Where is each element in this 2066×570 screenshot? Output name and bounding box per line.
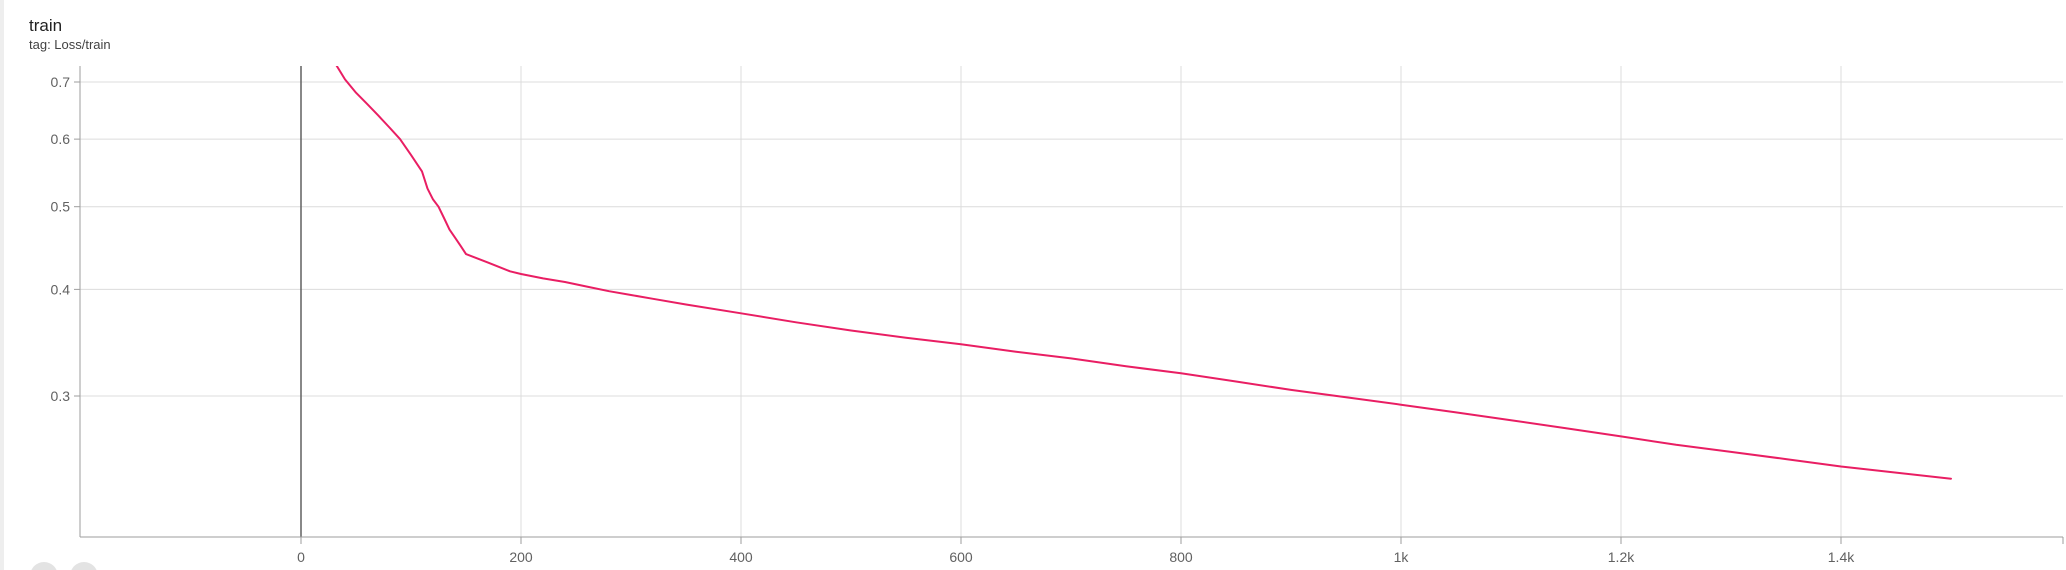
chart-title: train — [29, 16, 63, 35]
chart-tag: tag: Loss/train — [29, 37, 111, 52]
y-tick-label: 0.3 — [51, 388, 71, 404]
x-tick-label: 400 — [729, 549, 753, 565]
series-layer[interactable] — [334, 61, 1952, 480]
x-tick-label: 600 — [949, 549, 973, 565]
chart-toolbar-partial — [30, 562, 106, 570]
series-line-0[interactable] — [334, 61, 1952, 480]
fit-domain-icon[interactable] — [30, 562, 58, 570]
log-scale-icon[interactable] — [70, 562, 99, 570]
x-tick-label: 800 — [1169, 549, 1193, 565]
x-tick-label: 1.2k — [1608, 549, 1635, 565]
y-tick-label: 0.5 — [51, 199, 71, 215]
card-left-border — [0, 0, 4, 570]
grid-layer — [80, 66, 2063, 537]
y-tick-label: 0.6 — [51, 131, 71, 147]
y-tick-label: 0.4 — [51, 281, 71, 297]
axis-layer: 0.3 0.4 0.5 0.6 0.7 0 200 400 600 800 1k 1.2k 1.4k — [51, 66, 2064, 565]
x-tick-label: 200 — [509, 549, 533, 565]
x-tick-label: 0 — [297, 549, 305, 565]
y-tick-label: 0.7 — [51, 74, 71, 90]
x-tick-label: 1k — [1394, 549, 1410, 565]
x-tick-label: 1.4k — [1828, 549, 1855, 565]
